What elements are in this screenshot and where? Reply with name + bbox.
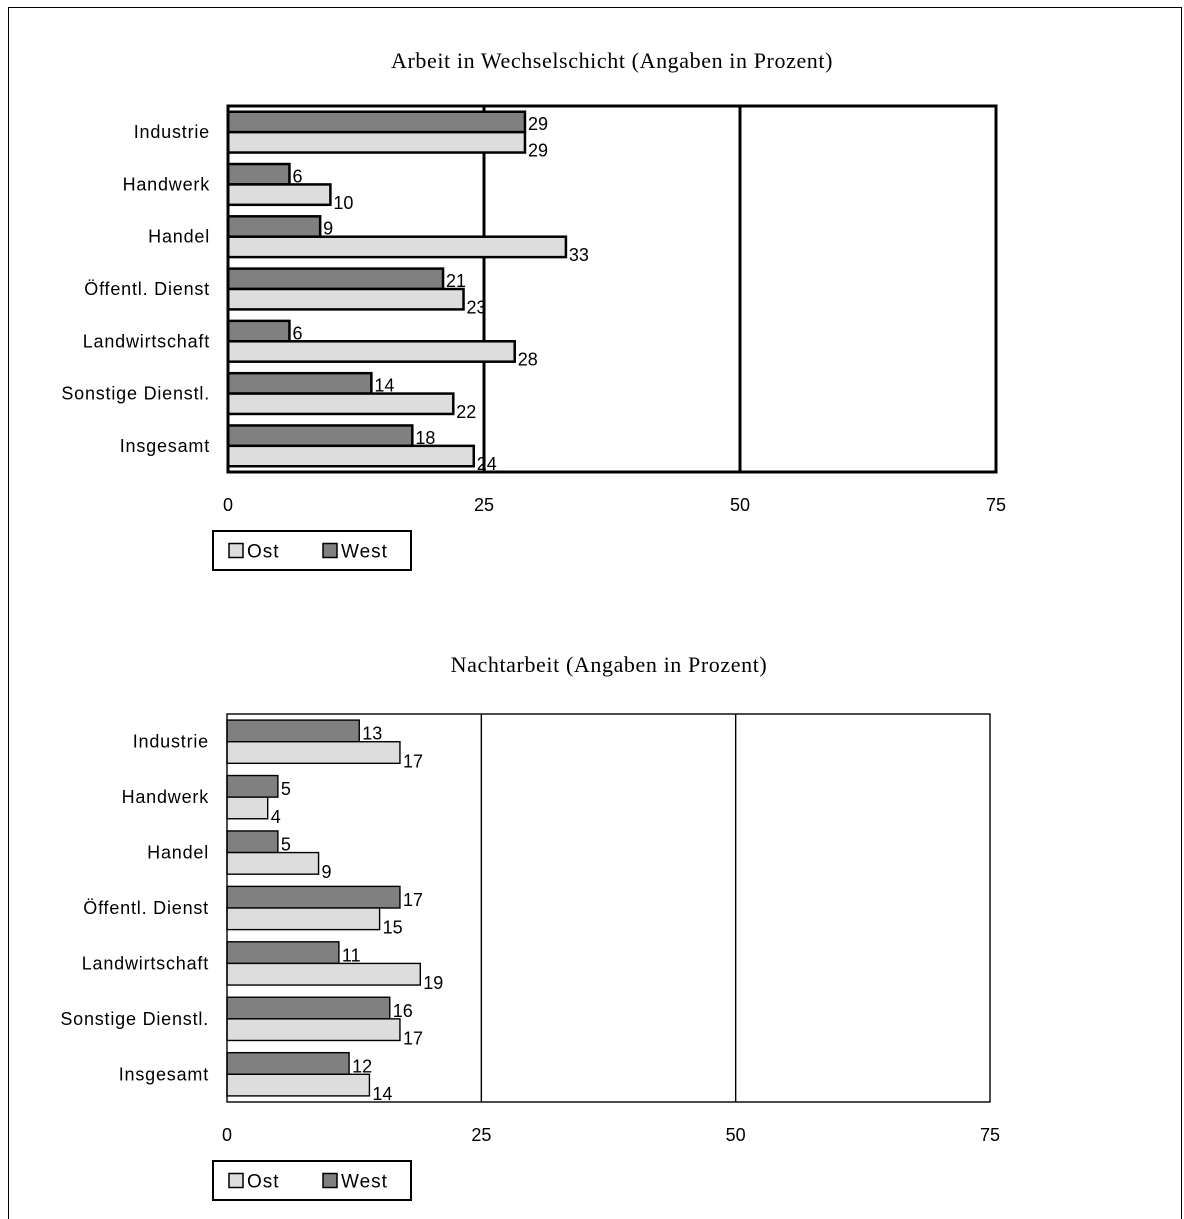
data-label-west: 5 — [281, 835, 291, 855]
category-label: Handel — [148, 227, 210, 247]
x-tick-label: 50 — [726, 1125, 746, 1145]
page-frame — [8, 7, 1182, 1219]
legend-swatch — [322, 542, 338, 559]
category-label: Sonstige Dienstl. — [60, 1009, 209, 1029]
category-label: Sonstige Dienstl. — [61, 384, 210, 404]
category-label: Landwirtschaft — [82, 953, 209, 973]
bar-ost — [226, 235, 568, 259]
data-label-west: 16 — [393, 1001, 413, 1021]
category-label: Öffentl. Dienst — [83, 898, 209, 918]
data-label-ost: 22 — [456, 402, 476, 422]
category-label: Handel — [147, 843, 209, 863]
data-label-ost: 17 — [403, 1028, 423, 1048]
bar-west — [226, 774, 279, 798]
bar-west — [226, 267, 445, 291]
data-label-ost: 28 — [518, 350, 538, 370]
data-label-west: 21 — [446, 271, 466, 291]
x-tick-label: 25 — [474, 495, 494, 515]
bar-west — [226, 941, 340, 965]
data-label-west: 12 — [352, 1056, 372, 1076]
bar-west — [226, 996, 391, 1020]
x-tick-label: 50 — [730, 495, 750, 515]
plot-frame — [226, 713, 991, 1103]
legend-label: West — [341, 1172, 388, 1193]
category-label: Industrie — [133, 732, 209, 752]
bar-ost — [226, 851, 320, 875]
legend-frame — [212, 530, 412, 571]
bar-ost — [226, 392, 455, 416]
data-label-west: 17 — [403, 890, 423, 910]
data-label-ost: 29 — [528, 141, 548, 161]
bar-west — [226, 110, 527, 134]
bar-ost — [226, 796, 269, 820]
chart-title: Nachtarbeit (Angaben in Prozent) — [451, 652, 768, 677]
data-label-ost: 23 — [467, 297, 487, 317]
bar-west — [226, 885, 401, 909]
data-label-ost: 33 — [569, 245, 589, 265]
data-label-west: 29 — [528, 114, 548, 134]
category-label: Öffentl. Dienst — [84, 279, 210, 299]
data-label-ost: 10 — [333, 193, 353, 213]
bar-ost — [226, 1073, 371, 1097]
legend-swatch — [322, 1172, 338, 1189]
data-label-ost: 17 — [403, 751, 423, 771]
bar-ost — [226, 1018, 401, 1042]
data-label-west: 6 — [292, 166, 302, 186]
category-label: Handwerk — [123, 174, 211, 194]
bar-ost — [226, 130, 527, 154]
bar-west — [226, 371, 373, 395]
legend-frame — [212, 1160, 412, 1201]
bar-ost — [226, 183, 332, 207]
bar-ost — [226, 741, 401, 765]
category-label: Insgesamt — [120, 436, 210, 456]
bar-ost — [226, 962, 421, 986]
x-tick-label: 75 — [980, 1125, 1000, 1145]
data-label-west: 11 — [342, 945, 361, 965]
data-label-ost: 9 — [322, 862, 332, 882]
bar-west — [226, 215, 322, 238]
legend-label: Ost — [247, 1172, 280, 1193]
legend: Ost West — [212, 530, 412, 571]
category-label: Landwirtschaft — [83, 331, 210, 351]
data-label-west: 6 — [292, 323, 302, 343]
category-label: Handwerk — [122, 787, 210, 807]
data-label-ost: 14 — [372, 1084, 392, 1104]
data-label-west: 18 — [415, 428, 435, 448]
category-label: Insgesamt — [119, 1064, 209, 1084]
chart-2: Nachtarbeit (Angaben in Prozent) 0 25 50 75 I… — [60, 652, 1000, 1201]
chart-title: Arbeit in Wechselschicht (Angaben in Pro… — [391, 48, 833, 73]
bar-west — [226, 1051, 350, 1075]
legend: Ost West — [212, 1160, 412, 1201]
chart-1: Arbeit in Wechselschicht (Angaben in Pro… — [61, 48, 1006, 571]
data-label-west: 14 — [374, 376, 394, 396]
bar-ost — [226, 907, 381, 931]
bar-ost — [226, 340, 516, 363]
legend-swatch — [228, 1172, 244, 1189]
data-label-ost: 24 — [477, 454, 497, 474]
data-label-west: 9 — [323, 219, 333, 239]
data-label-ost: 15 — [383, 918, 403, 938]
legend-swatch — [228, 542, 244, 559]
bar-west — [226, 319, 291, 343]
x-tick-label: 0 — [222, 1125, 232, 1145]
bar-west — [226, 424, 414, 448]
data-label-ost: 19 — [423, 973, 443, 993]
legend-label: Ost — [247, 542, 280, 563]
x-tick-label: 25 — [471, 1125, 491, 1145]
plot-frame — [226, 104, 998, 474]
bar-ost — [226, 287, 465, 311]
bar-west — [226, 830, 279, 854]
bar-west — [226, 162, 291, 186]
data-label-west: 13 — [362, 724, 382, 744]
legend-label: West — [341, 542, 388, 563]
x-tick-label: 75 — [986, 495, 1006, 515]
bar-west — [226, 719, 360, 743]
data-label-west: 5 — [281, 779, 291, 799]
category-label: Industrie — [134, 122, 210, 142]
x-tick-label: 0 — [223, 495, 233, 515]
bar-ost — [226, 444, 476, 468]
data-label-ost: 4 — [271, 807, 281, 827]
